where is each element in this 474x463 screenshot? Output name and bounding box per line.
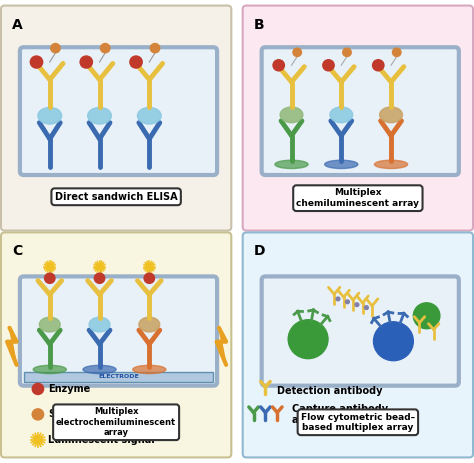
Circle shape [273,60,284,71]
Circle shape [46,263,53,270]
Ellipse shape [280,107,303,123]
Circle shape [413,303,440,329]
Circle shape [34,436,42,444]
FancyBboxPatch shape [262,276,459,386]
Text: D: D [254,244,265,258]
Circle shape [392,48,401,56]
Ellipse shape [139,317,160,332]
Ellipse shape [325,160,358,169]
FancyBboxPatch shape [20,276,217,386]
Circle shape [94,273,105,283]
Circle shape [45,273,55,283]
Circle shape [374,322,413,361]
Text: Detection antibody: Detection antibody [277,386,383,396]
Circle shape [343,48,351,56]
Ellipse shape [88,107,111,124]
Polygon shape [7,328,17,365]
Ellipse shape [38,107,62,124]
Circle shape [80,56,92,68]
Text: Capture antibody
and specific antigen: Capture antibody and specific antigen [292,404,403,425]
Text: C: C [12,244,22,258]
Circle shape [32,409,44,420]
Circle shape [293,48,301,56]
Circle shape [30,56,43,68]
Circle shape [365,306,368,309]
Ellipse shape [89,317,110,332]
Text: Multiplex
chemiluminescent array: Multiplex chemiluminescent array [296,188,419,208]
Circle shape [146,263,153,270]
Text: ELECTRODE: ELECTRODE [98,375,139,379]
Polygon shape [217,328,226,365]
Circle shape [288,320,328,359]
Ellipse shape [374,160,408,169]
Text: Enzyme: Enzyme [48,384,91,394]
Circle shape [150,44,160,53]
Circle shape [144,273,155,283]
Bar [24,372,213,382]
Text: B: B [254,18,264,31]
FancyBboxPatch shape [243,232,473,457]
Circle shape [336,297,340,301]
Ellipse shape [275,160,308,169]
Circle shape [346,300,349,304]
FancyBboxPatch shape [1,6,231,231]
Ellipse shape [330,107,353,123]
FancyBboxPatch shape [20,47,217,175]
Circle shape [51,44,60,53]
Circle shape [373,60,384,71]
Circle shape [32,383,44,394]
Text: Substrate: Substrate [48,409,102,419]
Ellipse shape [39,317,60,332]
Circle shape [100,44,110,53]
FancyBboxPatch shape [243,6,473,231]
Text: Direct sandwich ELISA: Direct sandwich ELISA [55,192,177,202]
Circle shape [323,60,334,71]
FancyBboxPatch shape [262,47,459,175]
Circle shape [96,263,103,270]
Circle shape [355,303,359,307]
Ellipse shape [33,365,66,374]
Text: Flow cytometric bead–
based multiplex array: Flow cytometric bead– based multiplex ar… [301,413,415,432]
Text: Multiplex
electrochemiluminescent
array: Multiplex electrochemiluminescent array [56,407,176,437]
Text: A: A [12,18,23,31]
FancyBboxPatch shape [1,232,231,457]
Ellipse shape [380,107,402,123]
Text: Luminescent signal: Luminescent signal [48,435,155,445]
Circle shape [130,56,142,68]
Ellipse shape [133,365,166,374]
Ellipse shape [137,107,161,124]
Ellipse shape [83,365,116,374]
